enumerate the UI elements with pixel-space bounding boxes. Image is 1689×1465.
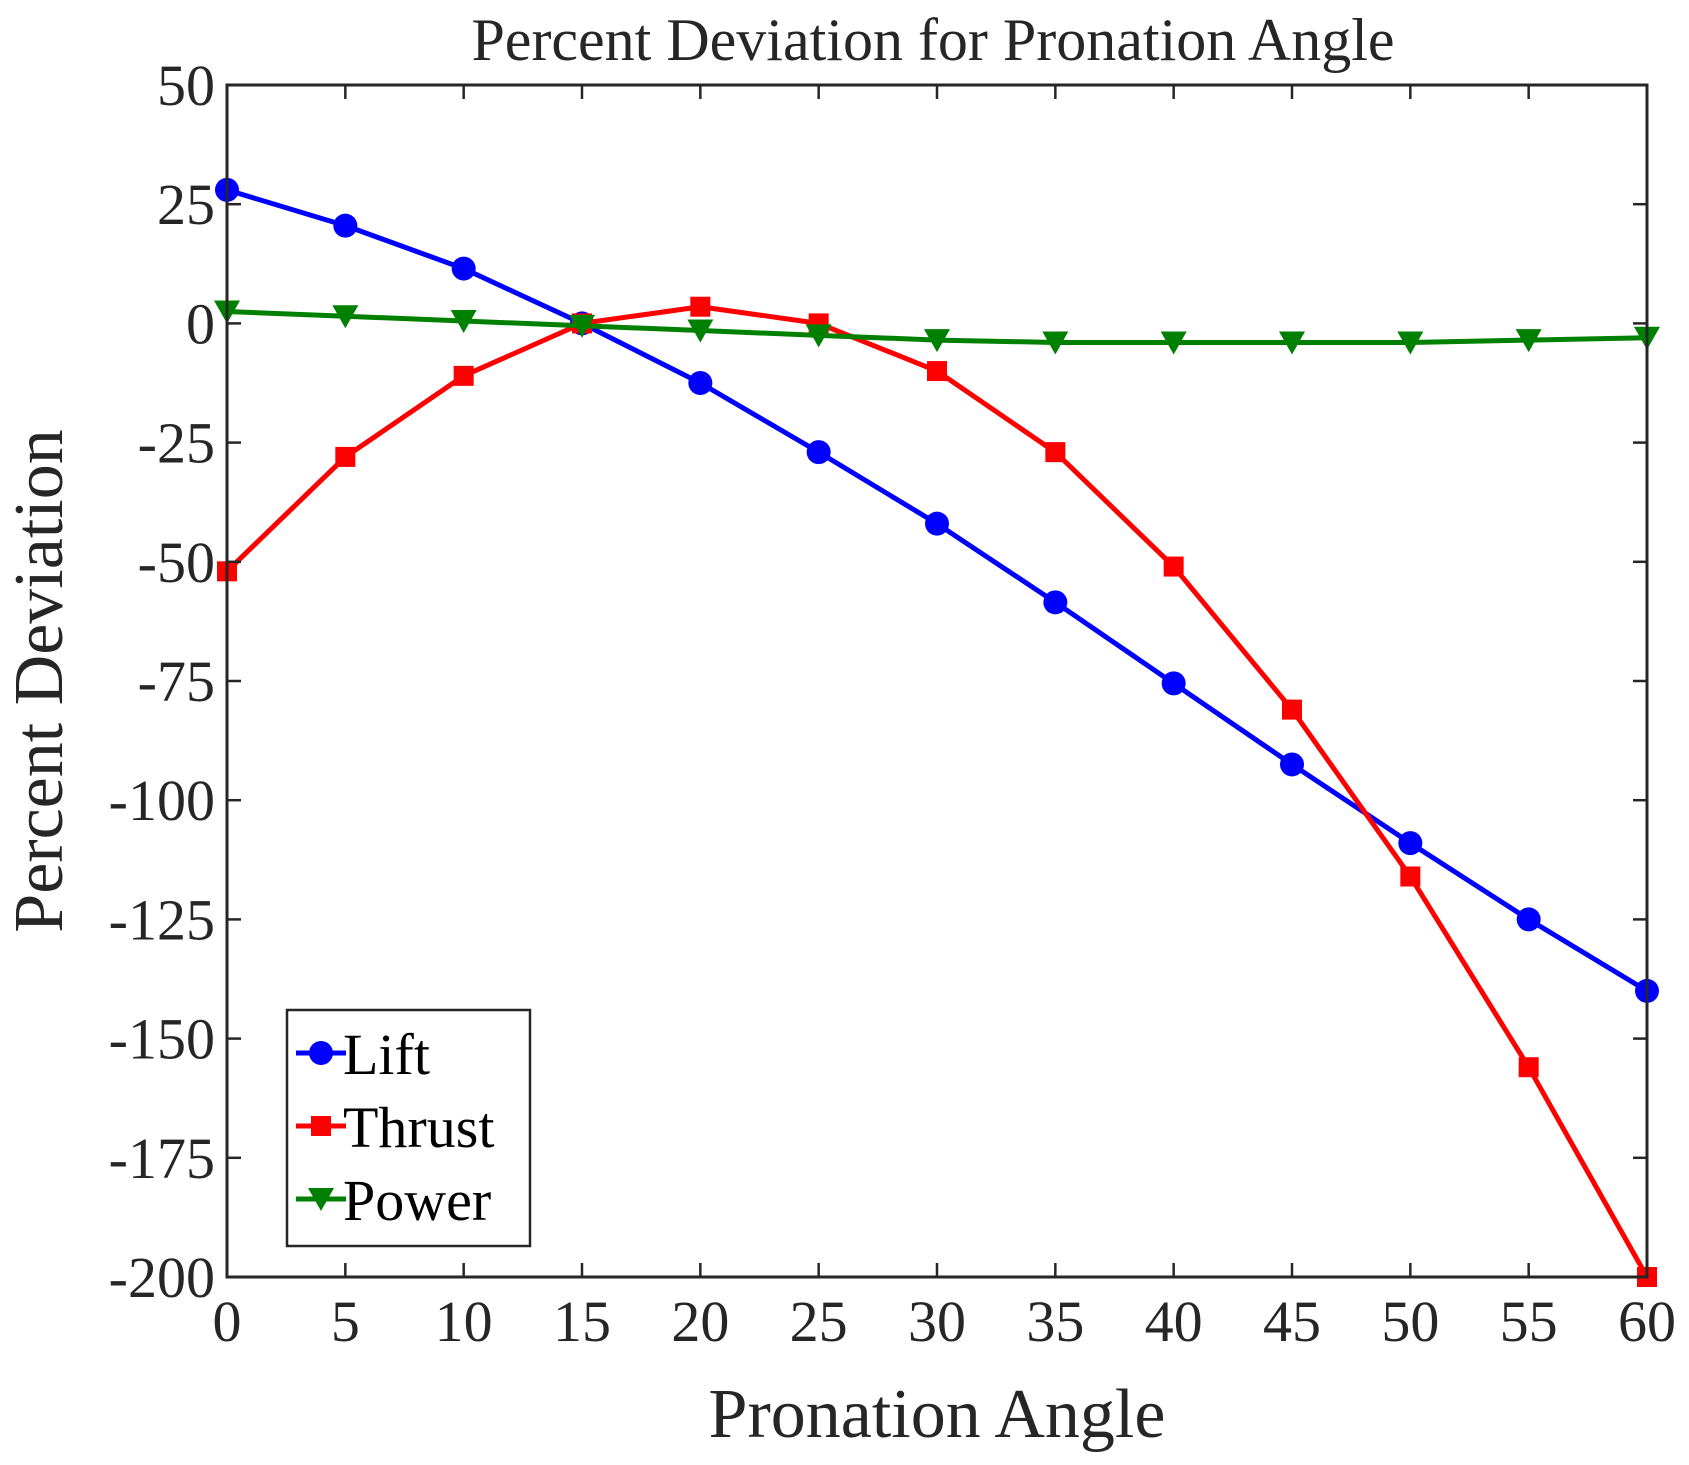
lift-point — [1043, 590, 1068, 615]
power-point — [924, 329, 950, 353]
thrust-point — [1400, 866, 1421, 887]
x-tick-label: 55 — [1500, 1289, 1558, 1354]
y-tick-label: -75 — [138, 649, 215, 714]
lift-point — [451, 256, 476, 281]
lift-point — [806, 440, 831, 465]
lift-point — [1280, 752, 1304, 777]
y-tick-label: 50 — [157, 53, 215, 118]
lift-point — [1398, 831, 1423, 856]
y-tick-label: 0 — [186, 291, 215, 356]
y-axis-label: Percent Deviation — [1, 429, 78, 932]
power-point — [332, 305, 359, 329]
y-tick-label: -150 — [109, 1007, 215, 1072]
y-tick-label: -125 — [109, 887, 215, 952]
legend-swatch-marker — [311, 1116, 331, 1136]
thrust-point — [1518, 1057, 1539, 1078]
x-tick-label: 5 — [331, 1289, 360, 1354]
x-tick-label: 50 — [1381, 1289, 1439, 1354]
legend: Lift Thrust Power — [285, 1008, 532, 1248]
lift-point — [1516, 907, 1541, 932]
legend-item-thrust: Thrust — [296, 1095, 494, 1160]
thrust-point — [1045, 442, 1066, 463]
legend-item-power: Power — [296, 1168, 491, 1233]
power-point — [450, 310, 477, 334]
power-point — [687, 319, 714, 343]
legend-label: Thrust — [343, 1095, 494, 1160]
lift-point — [688, 371, 713, 395]
y-tick-label: -50 — [138, 530, 215, 595]
y-tick-label: -25 — [138, 411, 215, 476]
x-tick-label: 45 — [1263, 1289, 1321, 1354]
x-tick-label: 15 — [553, 1289, 611, 1354]
y-tick-label: 25 — [157, 172, 215, 237]
x-tick-label: 25 — [790, 1289, 848, 1354]
thrust-point — [690, 296, 711, 317]
thrust-point — [1282, 699, 1302, 720]
thrust-point — [335, 446, 356, 467]
power-point — [1160, 331, 1187, 355]
power-point — [1397, 331, 1424, 355]
power-point — [1279, 331, 1305, 355]
thrust-point — [927, 361, 947, 382]
legend-swatch-marker — [308, 1188, 334, 1211]
power-point — [1042, 331, 1069, 355]
y-tick-label: -175 — [109, 1126, 215, 1191]
thrust-point — [1163, 556, 1184, 577]
x-tick-label: 60 — [1618, 1289, 1676, 1354]
power-point — [805, 324, 832, 348]
x-tick-label: 40 — [1145, 1289, 1203, 1354]
chart-title: Percent Deviation for Pronation Angle — [471, 7, 1394, 73]
series-lift — [215, 177, 1659, 1003]
power-point — [1515, 329, 1542, 353]
lift-point — [1161, 671, 1186, 696]
x-tick-label: 10 — [435, 1289, 493, 1354]
legend-swatch-marker — [309, 1041, 333, 1065]
power-point — [569, 314, 595, 338]
y-tick-label: -100 — [109, 768, 215, 833]
plot-area: 0 5 10 15 20 25 30 35 40 45 50 55 60 50 25 0 -25 -50 -75 -1… — [109, 53, 1676, 1354]
series-power — [214, 300, 1660, 355]
lift-line — [226, 187, 1649, 994]
x-tick-label: 20 — [671, 1289, 729, 1354]
x-tick-label: 35 — [1026, 1289, 1084, 1354]
legend-label: Power — [343, 1168, 491, 1233]
lift-point — [333, 213, 358, 238]
x-tick-label: 0 — [213, 1289, 242, 1354]
x-axis-label: Pronation Angle — [709, 1376, 1166, 1453]
thrust-point — [453, 365, 474, 386]
legend-label: Lift — [343, 1022, 430, 1087]
lift-point — [925, 511, 949, 536]
legend-item-lift: Lift — [296, 1022, 430, 1087]
y-tick-label: -200 — [109, 1245, 215, 1310]
x-tick-label: 30 — [908, 1289, 966, 1354]
